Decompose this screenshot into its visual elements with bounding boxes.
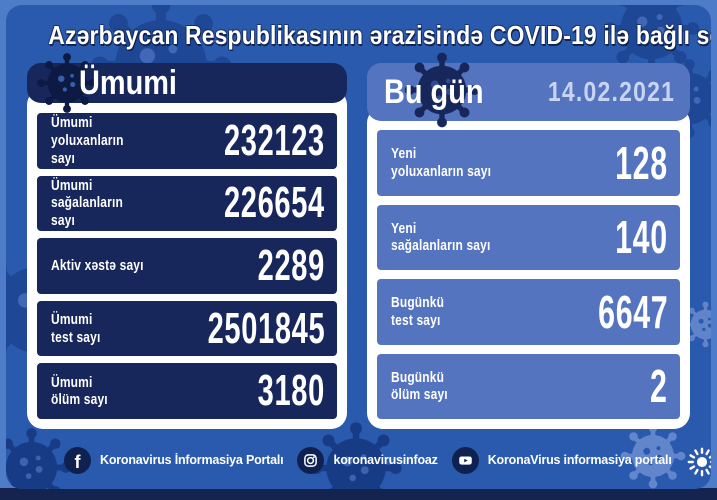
stat-label: Yeni yoluxanların sayı [391, 145, 492, 180]
overall-panel: Ümumi Ümumi yoluxanların sayı 232123 Ümu… [27, 63, 347, 429]
facebook-link[interactable]: f Koronavirus İnformasiya Portalı [64, 446, 284, 474]
page-title: Azərbaycan Respublikasının ərazisində CO… [48, 20, 711, 50]
stat-row-active-cases: Aktiv xəstə sayı 2289 [37, 238, 337, 294]
stat-row-total-infections: Ümumi yoluxanların sayı 232123 [37, 112, 337, 169]
virus-logo-icon [687, 447, 711, 476]
today-panel-header: Bu gün 14.02.2021 [367, 63, 690, 121]
today-panel-body: Yeni yoluxanların sayı 128 Yeni sağalanl… [367, 107, 690, 429]
facebook-icon: f [64, 446, 91, 474]
stat-value: 2289 [257, 240, 325, 290]
youtube-icon [451, 446, 479, 474]
instagram-icon [297, 446, 325, 474]
stat-value: 6647 [597, 285, 668, 338]
instagram-link[interactable]: koronavirusinfoaz [297, 446, 438, 474]
stat-row-new-recovered: Yeni sağalanların sayı 140 [377, 204, 680, 270]
stat-value: 2501845 [207, 303, 325, 353]
stat-label: Ümumi sağalanların sayı [51, 176, 123, 230]
stat-label: Aktiv xəstə sayı [51, 257, 144, 275]
stat-row-today-tests: Bugünkü test sayı 6647 [377, 279, 680, 345]
stat-row-new-infections: Yeni yoluxanların sayı 128 [377, 130, 680, 196]
stat-value: 140 [615, 211, 668, 264]
facebook-label: Koronavirus İnformasiya Portalı [100, 453, 284, 467]
stat-row-total-deaths: Ümumi ölüm sayı 3180 [37, 363, 337, 419]
stat-row-today-deaths: Bugünkü ölüm sayı 2 [377, 353, 680, 419]
infographic-card: Azərbaycan Respublikasının ərazisində CO… [6, 5, 711, 489]
koronavirus-logo: KoronaVirus info [686, 443, 711, 478]
stat-value: 2 [650, 360, 668, 413]
today-panel: Bu gün 14.02.2021 Yeni yoluxanların sayı… [367, 63, 690, 429]
stat-value: 3180 [257, 366, 325, 416]
stat-value: 226654 [224, 178, 325, 228]
youtube-label: KoronaVirus informasiya portalı [487, 453, 672, 467]
stat-label: Yeni sağalanların sayı [391, 219, 491, 255]
stat-label: Bugünkü ölüm sayı [391, 368, 448, 404]
youtube-link[interactable]: KoronaVirus informasiya portalı [451, 446, 672, 474]
stats-columns: Ümumi Ümumi yoluxanların sayı 232123 Ümu… [6, 63, 711, 429]
stat-label: Ümumi yoluxanların sayı [51, 114, 124, 167]
overall-panel-header: Ümumi [27, 63, 347, 103]
today-panel-title: Bu gün [384, 73, 484, 111]
stat-row-total-tests: Ümumi test sayı 2501845 [37, 300, 337, 357]
overall-panel-body: Ümumi yoluxanların sayı 232123 Ümumi sağ… [27, 88, 347, 429]
stat-label: Ümumi ölüm sayı [51, 373, 108, 409]
stat-value: 128 [615, 136, 668, 189]
stat-row-total-recovered: Ümumi sağalanların sayı 226654 [37, 175, 337, 232]
footer: f Koronavirus İnformasiya Portalı korona… [6, 429, 711, 489]
report-date: 14.02.2021 [547, 76, 675, 107]
instagram-label: koronavirusinfoaz [333, 453, 438, 467]
overall-panel-title: Ümumi [79, 63, 177, 102]
stat-value: 232123 [224, 115, 325, 165]
stat-label: Bugünkü test sayı [391, 294, 445, 329]
bottom-border [0, 488, 717, 500]
stat-label: Ümumi test sayı [51, 310, 101, 346]
